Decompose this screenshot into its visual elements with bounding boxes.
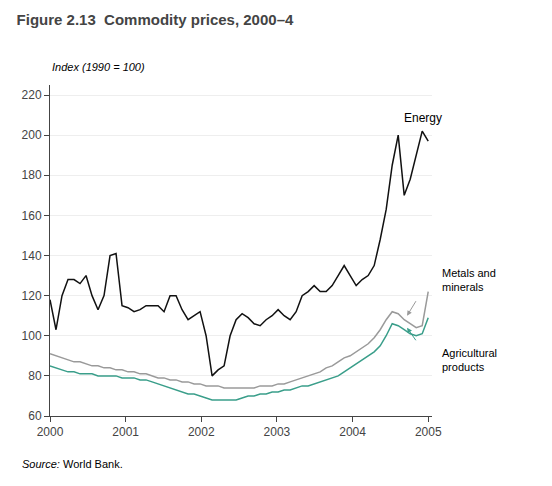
svg-text:2001: 2001 (112, 425, 139, 439)
svg-text:Energy: Energy (404, 111, 442, 125)
svg-text:Index (1990 = 100): Index (1990 = 100) (52, 61, 145, 73)
svg-text:2002: 2002 (188, 425, 215, 439)
svg-text:180: 180 (22, 168, 42, 182)
svg-text:80: 80 (28, 369, 42, 383)
svg-text:100: 100 (22, 329, 42, 343)
svg-text:Source: World Bank.: Source: World Bank. (22, 458, 123, 470)
svg-text:2003: 2003 (264, 425, 291, 439)
svg-text:220: 220 (22, 88, 42, 102)
svg-text:Metals andminerals: Metals andminerals (442, 267, 496, 293)
svg-text:120: 120 (22, 289, 42, 303)
svg-text:160: 160 (22, 209, 42, 223)
svg-text:60: 60 (28, 409, 42, 423)
svg-text:2004: 2004 (339, 425, 366, 439)
svg-text:2005: 2005 (415, 425, 442, 439)
svg-text:2000: 2000 (37, 425, 64, 439)
svg-text:200: 200 (22, 128, 42, 142)
svg-text:Agriculturalproducts: Agriculturalproducts (442, 347, 497, 373)
svg-text:140: 140 (22, 249, 42, 263)
svg-text:Figure 2.13 Commodity prices,: Figure 2.13 Commodity prices, 2000–4 (17, 11, 294, 28)
